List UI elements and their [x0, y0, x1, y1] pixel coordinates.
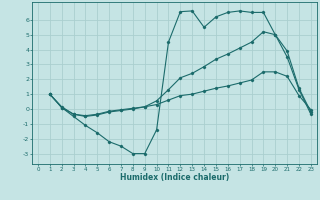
X-axis label: Humidex (Indice chaleur): Humidex (Indice chaleur): [120, 173, 229, 182]
